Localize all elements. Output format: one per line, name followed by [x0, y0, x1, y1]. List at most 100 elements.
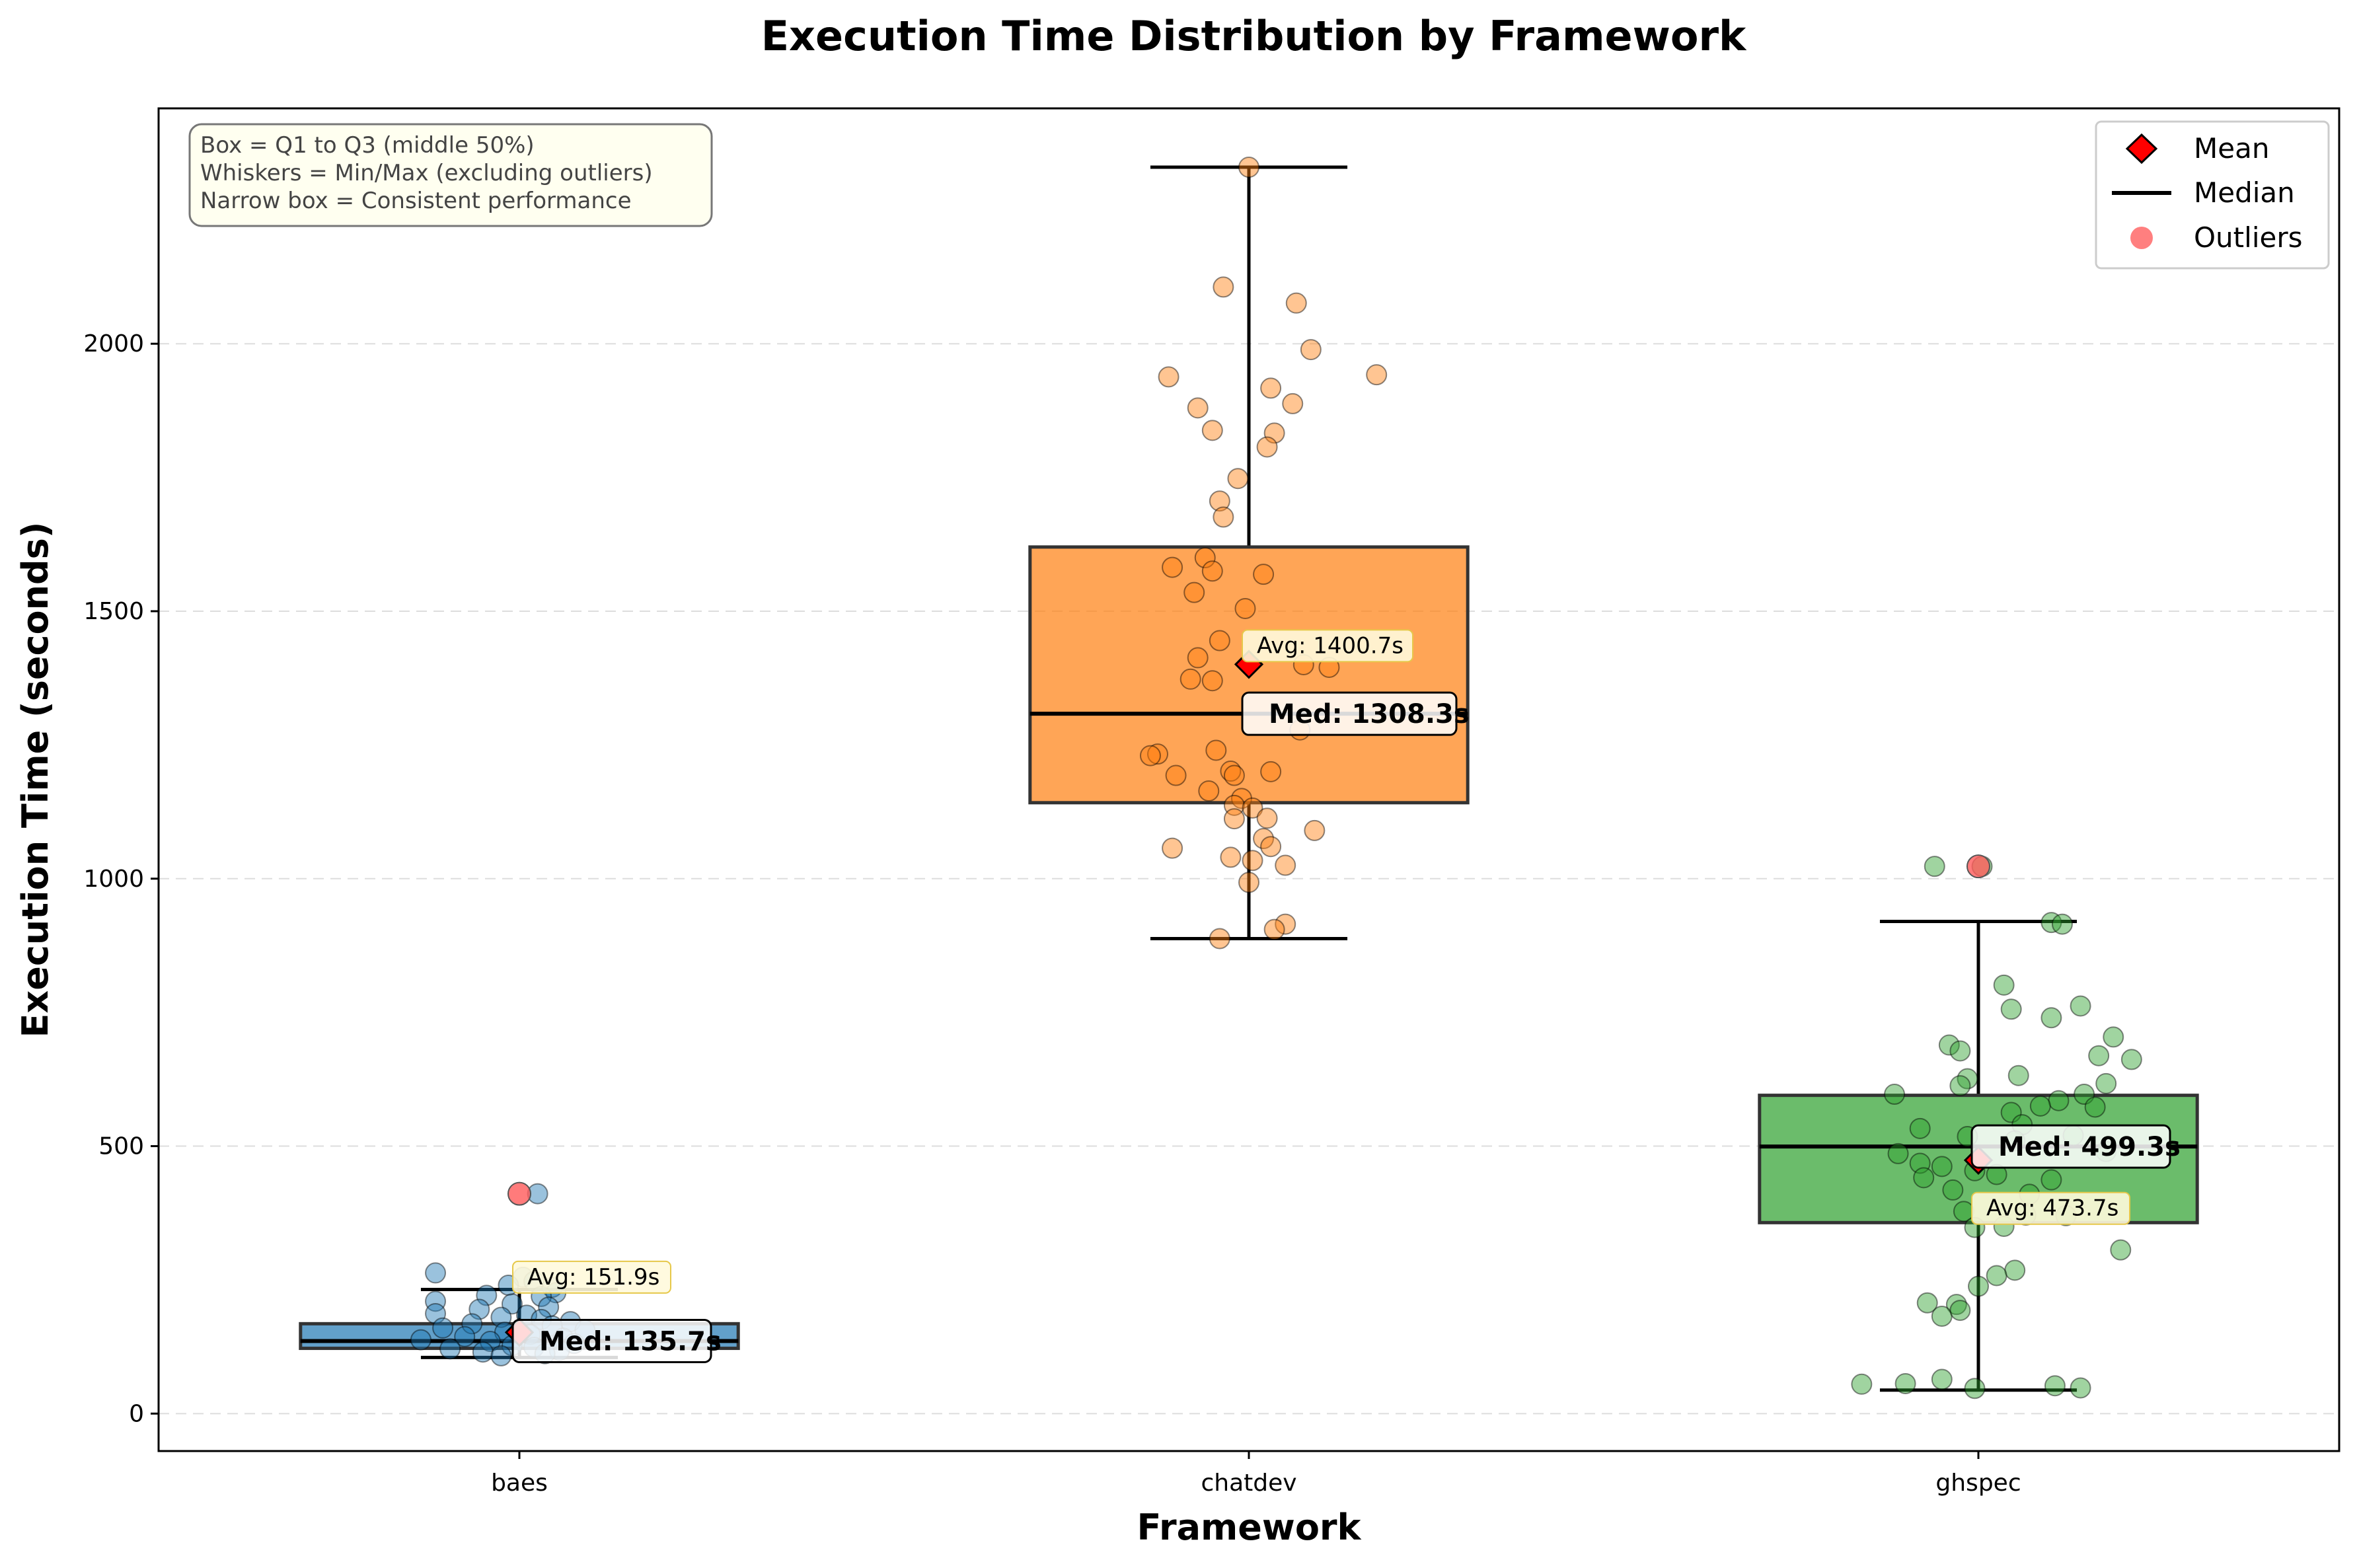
plot-area: Med: 135.7s Avg: 151.9s Med: 1308.3s Avg: 1…	[299, 157, 2199, 1400]
data-point	[1234, 597, 1256, 619]
legend-mean-marker	[2125, 133, 2158, 165]
data-point	[1209, 630, 1230, 652]
data-point	[1884, 1084, 1906, 1105]
data-point	[1162, 556, 1183, 578]
data-point	[1949, 1040, 1971, 1062]
y-tick-label: 2000	[83, 330, 144, 357]
data-point	[1223, 808, 1245, 830]
axis-ticks: 0 500 1000 1500 2000 baes chatdev ghspec	[83, 330, 2021, 1497]
data-point	[1304, 819, 1326, 841]
data-point	[2084, 1096, 2106, 1118]
legend-outlier-marker	[2130, 227, 2153, 249]
x-tick-label-baes: baes	[491, 1470, 548, 1497]
data-point	[1942, 1179, 1964, 1201]
y-tick-label: 1000	[83, 866, 144, 893]
data-point	[1223, 794, 1245, 816]
legend-mean-label: Mean	[2194, 132, 2269, 165]
outlier-point	[1966, 854, 1990, 879]
data-point	[1213, 506, 1234, 528]
y-axis-label: Execution Time (seconds)	[15, 522, 56, 1038]
data-point	[1938, 1034, 1960, 1056]
x-axis-label: Framework	[1137, 1507, 1362, 1548]
mean-label: Avg: 151.9s	[527, 1264, 659, 1290]
data-point	[1183, 581, 1205, 603]
data-point	[1256, 436, 1278, 458]
data-point	[2004, 1259, 2026, 1281]
info-line-2: Whiskers = Min/Max (excluding outliers)	[200, 160, 653, 186]
data-point	[1931, 1156, 1953, 1177]
data-point	[472, 1341, 494, 1363]
data-point	[1165, 765, 1187, 786]
data-point	[1205, 739, 1227, 761]
data-point	[1242, 797, 1263, 819]
data-point	[1275, 913, 1296, 935]
data-point	[425, 1262, 447, 1284]
data-point	[1209, 490, 1230, 512]
data-point	[1227, 468, 1249, 490]
data-point	[1238, 157, 1259, 178]
info-line-1: Box = Q1 to Q3 (middle 50%)	[200, 132, 535, 159]
data-point	[1993, 974, 2015, 996]
data-point	[1964, 1378, 1986, 1400]
data-point	[1263, 422, 1285, 444]
data-point	[1260, 836, 1282, 858]
data-point	[461, 1313, 483, 1335]
data-point	[1300, 339, 1322, 361]
data-point	[1213, 276, 1234, 298]
box-group-chatdev: Med: 1308.3s Avg: 1400.7s	[1028, 157, 1470, 950]
data-point	[1931, 1368, 1953, 1390]
data-point	[2041, 1169, 2062, 1191]
data-point	[1260, 377, 1282, 399]
data-point	[2120, 1049, 2142, 1070]
data-point	[1366, 364, 1388, 386]
data-point	[1209, 928, 1230, 950]
data-point	[1220, 846, 1242, 868]
data-point	[2007, 1064, 2029, 1086]
data-point	[1242, 850, 1263, 872]
data-point	[2044, 1375, 2066, 1397]
median-label: Med: 135.7s	[539, 1326, 722, 1357]
x-tick-label-chatdev: chatdev	[1201, 1470, 1296, 1497]
data-point	[2048, 1090, 2070, 1111]
data-point	[1194, 547, 1216, 569]
data-point	[1238, 872, 1259, 893]
data-point	[1285, 292, 1307, 314]
data-point	[439, 1338, 461, 1360]
x-tick-label-ghspec: ghspec	[1935, 1470, 2021, 1497]
data-point	[1187, 397, 1209, 419]
median-label: Med: 499.3s	[1998, 1132, 2181, 1162]
outlier-point	[507, 1181, 531, 1206]
legend-median-label: Median	[2194, 176, 2295, 209]
data-point	[2070, 1377, 2091, 1399]
data-point	[1986, 1265, 2007, 1287]
y-tick-label: 500	[98, 1133, 144, 1160]
info-box-frame	[188, 123, 713, 227]
data-point	[1263, 918, 1285, 940]
legend-frame	[2095, 120, 2330, 270]
data-point	[1187, 647, 1209, 669]
data-point	[1198, 780, 1220, 802]
mean-label-box	[512, 1260, 671, 1294]
data-point	[1931, 1305, 1953, 1327]
data-point	[1162, 837, 1183, 859]
data-point	[1916, 1292, 1938, 1314]
y-tick-label: 0	[129, 1400, 144, 1427]
data-point	[1894, 1372, 1916, 1394]
data-point	[1230, 788, 1252, 809]
mean-label-box	[1971, 1191, 2130, 1225]
data-point	[2070, 995, 2091, 1017]
data-point	[1887, 1142, 1909, 1164]
data-point	[1253, 828, 1275, 850]
legend-outliers-label: Outliers	[2194, 221, 2302, 254]
median-label: Med: 1308.3s	[1269, 699, 1470, 729]
mean-label-box	[1242, 629, 1413, 663]
data-point	[1201, 420, 1223, 441]
data-point	[1201, 670, 1223, 692]
data-point	[1282, 392, 1304, 414]
data-point	[2110, 1239, 2132, 1261]
data-point	[425, 1290, 447, 1312]
mean-label: Avg: 473.7s	[1986, 1195, 2118, 1222]
data-point	[2074, 1084, 2095, 1105]
info-box: Box = Q1 to Q3 (middle 50%) Whiskers = M…	[188, 123, 713, 227]
